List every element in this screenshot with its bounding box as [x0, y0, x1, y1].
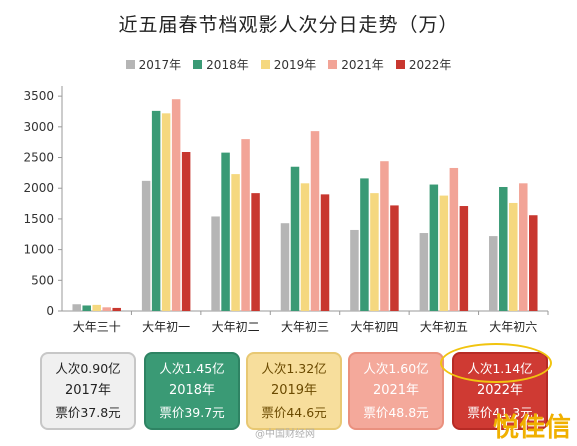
- bar: [241, 139, 250, 311]
- bar: [161, 113, 171, 311]
- y-tick-label: 0: [46, 304, 54, 318]
- summary-box: 人次1.45亿 2018年票价39.7元: [144, 352, 240, 430]
- x-tick-label: 大年初五: [420, 320, 468, 334]
- bar: [350, 229, 359, 311]
- legend-label: 2018年: [206, 58, 249, 72]
- bar: [360, 178, 369, 311]
- summary-box-line2: 2018年: [168, 383, 216, 398]
- summary-box-line2: 2021年: [372, 383, 420, 398]
- summary-box-line1: 人次1.32亿: [261, 361, 327, 376]
- summary-box-line1: 人次0.90亿: [55, 361, 121, 376]
- x-tick-label: 大年三十: [73, 320, 121, 334]
- highlight-ellipse: [440, 343, 552, 383]
- legend-label: 2017年: [138, 58, 182, 72]
- bar: [489, 236, 498, 311]
- summary-box-line2: 2017年: [64, 383, 112, 398]
- bar: [171, 99, 181, 311]
- x-tick-label: 大年初一: [142, 320, 190, 334]
- summary-box-line3: 票价48.8元: [363, 405, 429, 420]
- watermark-logo: 悦佳信: [492, 413, 571, 443]
- summary-box-line2: 2019年: [270, 383, 318, 398]
- bar: [390, 205, 399, 311]
- y-tick-label: 2000: [23, 181, 54, 195]
- summary-box-line1: 人次1.60亿: [363, 361, 429, 376]
- y-tick-label: 2500: [23, 151, 54, 165]
- legend-item: 2019年: [260, 56, 317, 73]
- bar: [92, 304, 101, 311]
- bar: [300, 183, 310, 311]
- x-tick-label: 大年初四: [350, 320, 398, 334]
- bar: [380, 161, 389, 311]
- bar: [211, 216, 220, 311]
- bar: [141, 180, 151, 311]
- bar: [419, 233, 429, 311]
- bar-chart: 0 500 1000 1500 2000 2500 3000 3500 大年三十 大年初一 大年初二…: [23, 86, 549, 334]
- summary-box-line1: 人次1.45亿: [159, 361, 225, 376]
- legend-label: 2021年: [341, 58, 384, 72]
- summary-box: 人次0.90亿 2017年票价37.8元: [40, 352, 136, 430]
- bar: [370, 193, 379, 311]
- legend-item: 2018年: [193, 56, 249, 73]
- bar: [151, 110, 161, 311]
- x-tick-label: 大年初二: [212, 320, 260, 334]
- source-caption: @中国财经网: [255, 429, 315, 440]
- y-tick-label: 500: [31, 273, 54, 287]
- summary-box-line3: 票价37.8元: [55, 405, 121, 420]
- y-tick-label: 1500: [23, 212, 54, 226]
- y-tick-label: 3000: [23, 120, 54, 134]
- bar: [320, 194, 330, 311]
- bar: [519, 183, 528, 311]
- chart-title: 近五届春节档观影人次分日走势（万）: [118, 14, 459, 36]
- bar: [429, 184, 439, 311]
- summary-box-line2: 2022年: [476, 383, 524, 398]
- bar: [181, 152, 191, 311]
- bar: [251, 193, 260, 311]
- bar: [231, 174, 240, 311]
- legend-label: 2022年: [408, 58, 452, 72]
- bar: [221, 152, 230, 311]
- bar: [290, 166, 300, 311]
- legend: 2017年 2018年 2019年 2021年 2022年: [0, 56, 577, 73]
- bar: [280, 223, 290, 311]
- bar: [449, 167, 459, 311]
- bar: [102, 307, 111, 311]
- summary-box: 人次1.32亿 2019年票价44.6元: [246, 352, 342, 430]
- bar: [310, 131, 320, 311]
- x-tick-label: 大年初六: [489, 320, 537, 334]
- bar: [112, 307, 121, 311]
- bar: [529, 215, 538, 311]
- summary-box-line3: 票价44.6元: [261, 405, 327, 420]
- bar: [82, 305, 91, 311]
- legend-item: 2017年: [125, 56, 182, 73]
- legend-swatch: [193, 60, 203, 69]
- legend-swatch: [125, 60, 135, 69]
- legend-item: 2021年: [328, 56, 384, 73]
- bar: [439, 195, 449, 311]
- legend-swatch: [395, 60, 405, 69]
- x-tick-label: 大年初三: [281, 320, 329, 334]
- bar: [72, 304, 81, 311]
- bar: [459, 206, 469, 311]
- bar: [499, 186, 508, 311]
- legend-item: 2022年: [395, 56, 452, 73]
- y-tick-label: 3500: [23, 89, 54, 103]
- summary-box-line3: 票价39.7元: [159, 405, 225, 420]
- y-tick-label: 1000: [23, 243, 54, 257]
- summary-box: 人次1.60亿 2021年票价48.8元: [348, 352, 444, 430]
- legend-label: 2019年: [273, 58, 317, 72]
- legend-swatch: [328, 60, 338, 69]
- bar: [509, 202, 518, 311]
- legend-swatch: [260, 60, 270, 69]
- summary-box-line3: 票价41.3元: [467, 405, 533, 420]
